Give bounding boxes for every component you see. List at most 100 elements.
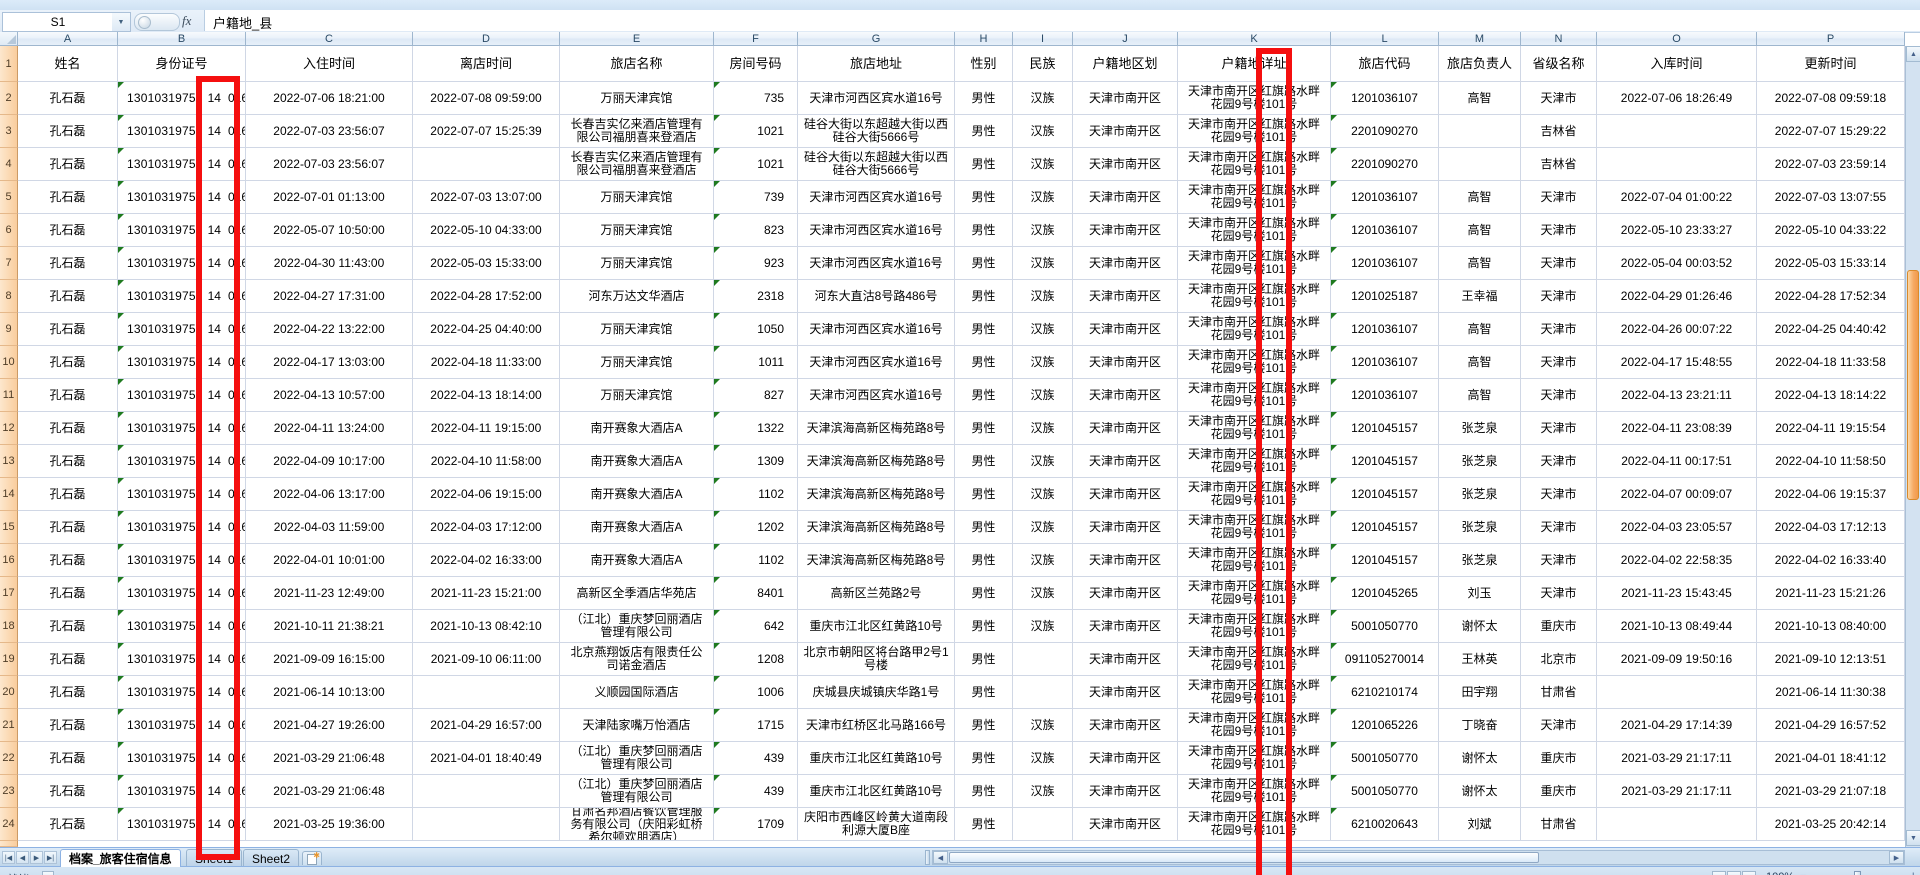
cell-A11[interactable]: 孔石磊 <box>18 379 118 412</box>
cell-H24[interactable]: 男性 <box>955 808 1013 841</box>
cell-N19[interactable]: 北京市 <box>1521 643 1597 676</box>
cell-K19[interactable]: 天津市南开区红旗路水畔花园9号楼101号 <box>1178 643 1331 676</box>
row-header-5[interactable]: 5 <box>0 181 18 214</box>
cell-G19[interactable]: 北京市朝阳区将台路甲2号1号楼 <box>798 643 955 676</box>
cell-D9[interactable]: 2022-04-25 04:40:00 <box>413 313 560 346</box>
cell-M11[interactable]: 高智 <box>1439 379 1521 412</box>
column-header-G[interactable]: G <box>798 32 955 46</box>
cell-M19[interactable]: 王林英 <box>1439 643 1521 676</box>
cell-B19[interactable]: 1301031975014016 <box>118 643 246 676</box>
cell-B18[interactable]: 1301031975014016 <box>118 610 246 643</box>
cell-O21[interactable]: 2021-04-29 17:14:39 <box>1597 709 1757 742</box>
cell-O22[interactable]: 2021-03-29 21:17:11 <box>1597 742 1757 775</box>
cell-F18[interactable]: 642 <box>714 610 798 643</box>
cell-N16[interactable]: 天津市 <box>1521 544 1597 577</box>
row-header-7[interactable]: 7 <box>0 247 18 280</box>
cell-F1[interactable]: 房间号码 <box>714 46 798 82</box>
cell-K9[interactable]: 天津市南开区红旗路水畔花园9号楼101号 <box>1178 313 1331 346</box>
cell-F15[interactable]: 1202 <box>714 511 798 544</box>
cell-E1[interactable]: 旅店名称 <box>560 46 714 82</box>
cell-O4[interactable] <box>1597 148 1757 181</box>
cell-P24[interactable]: 2021-03-25 20:42:14 <box>1757 808 1905 841</box>
cell-G22[interactable]: 重庆市江北区红黄路10号 <box>798 742 955 775</box>
cell-G24[interactable]: 庆阳市西峰区岭黄大道南段利源大厦B座 <box>798 808 955 841</box>
cell-I16[interactable]: 汉族 <box>1013 544 1073 577</box>
cell-E8[interactable]: 河东万达文华酒店 <box>560 280 714 313</box>
cell-G13[interactable]: 天津滨海高新区梅苑路8号 <box>798 445 955 478</box>
cell-E7[interactable]: 万丽天津宾馆 <box>560 247 714 280</box>
cell-B13[interactable]: 1301031975014016 <box>118 445 246 478</box>
cell-P3[interactable]: 2022-07-07 15:29:22 <box>1757 115 1905 148</box>
cell-D23[interactable] <box>413 775 560 808</box>
cell-P11[interactable]: 2022-04-13 18:14:22 <box>1757 379 1905 412</box>
cell-J8[interactable]: 天津市南开区 <box>1073 280 1178 313</box>
cell-L8[interactable]: 1201025187 <box>1331 280 1439 313</box>
cell-P18[interactable]: 2021-10-13 08:40:00 <box>1757 610 1905 643</box>
cell-N2[interactable]: 天津市 <box>1521 82 1597 115</box>
scroll-up-icon[interactable]: ▲ <box>1906 46 1920 62</box>
cell-P20[interactable]: 2021-06-14 11:30:38 <box>1757 676 1905 709</box>
cell-O7[interactable]: 2022-05-04 00:03:52 <box>1597 247 1757 280</box>
cell-I7[interactable]: 汉族 <box>1013 247 1073 280</box>
cell-J15[interactable]: 天津市南开区 <box>1073 511 1178 544</box>
cell-G2[interactable]: 天津市河西区宾水道16号 <box>798 82 955 115</box>
cell-K8[interactable]: 天津市南开区红旗路水畔花园9号楼101号 <box>1178 280 1331 313</box>
cell-O1[interactable]: 入库时间 <box>1597 46 1757 82</box>
cell-N10[interactable]: 天津市 <box>1521 346 1597 379</box>
column-header-O[interactable]: O <box>1597 32 1757 46</box>
cell-I18[interactable]: 汉族 <box>1013 610 1073 643</box>
cell-J1[interactable]: 户籍地区划 <box>1073 46 1178 82</box>
cell-E20[interactable]: 义顺园国际酒店 <box>560 676 714 709</box>
cell-O10[interactable]: 2022-04-17 15:48:55 <box>1597 346 1757 379</box>
cell-E6[interactable]: 万丽天津宾馆 <box>560 214 714 247</box>
cell-C16[interactable]: 2022-04-01 10:01:00 <box>246 544 413 577</box>
column-header-J[interactable]: J <box>1073 32 1178 46</box>
cell-A3[interactable]: 孔石磊 <box>18 115 118 148</box>
cell-G5[interactable]: 天津市河西区宾水道16号 <box>798 181 955 214</box>
cell-G6[interactable]: 天津市河西区宾水道16号 <box>798 214 955 247</box>
cell-M2[interactable]: 高智 <box>1439 82 1521 115</box>
cell-H2[interactable]: 男性 <box>955 82 1013 115</box>
cell-L19[interactable]: 091105270014 <box>1331 643 1439 676</box>
insert-worksheet-icon[interactable]: ✱ <box>302 851 322 865</box>
column-header-L[interactable]: L <box>1331 32 1439 46</box>
cell-F4[interactable]: 1021 <box>714 148 798 181</box>
cell-N1[interactable]: 省级名称 <box>1521 46 1597 82</box>
cell-E22[interactable]: （江北）重庆梦回丽酒店管理有限公司 <box>560 742 714 775</box>
cell-P9[interactable]: 2022-04-25 04:40:42 <box>1757 313 1905 346</box>
cell-M5[interactable]: 高智 <box>1439 181 1521 214</box>
cell-E23[interactable]: （江北）重庆梦回丽酒店管理有限公司 <box>560 775 714 808</box>
cell-C14[interactable]: 2022-04-06 13:17:00 <box>246 478 413 511</box>
cell-J2[interactable]: 天津市南开区 <box>1073 82 1178 115</box>
cell-H5[interactable]: 男性 <box>955 181 1013 214</box>
cell-B2[interactable]: 1301031975014016 <box>118 82 246 115</box>
cell-I13[interactable]: 汉族 <box>1013 445 1073 478</box>
cell-M8[interactable]: 王幸福 <box>1439 280 1521 313</box>
cell-C24[interactable]: 2021-03-25 19:36:00 <box>246 808 413 841</box>
cell-N12[interactable]: 天津市 <box>1521 412 1597 445</box>
cell-I15[interactable]: 汉族 <box>1013 511 1073 544</box>
cell-M17[interactable]: 刘玉 <box>1439 577 1521 610</box>
row-header-4[interactable]: 4 <box>0 148 18 181</box>
cell-I5[interactable]: 汉族 <box>1013 181 1073 214</box>
cell-G20[interactable]: 庆城县庆城镇庆华路1号 <box>798 676 955 709</box>
scroll-down-icon[interactable]: ▼ <box>1906 830 1920 846</box>
cell-B15[interactable]: 1301031975014016 <box>118 511 246 544</box>
cell-F13[interactable]: 1309 <box>714 445 798 478</box>
cell-G18[interactable]: 重庆市江北区红黄路10号 <box>798 610 955 643</box>
row-header-6[interactable]: 6 <box>0 214 18 247</box>
cell-D1[interactable]: 离店时间 <box>413 46 560 82</box>
cell-E4[interactable]: 长春吉实亿来酒店管理有限公司福朋喜来登酒店 <box>560 148 714 181</box>
cell-L18[interactable]: 5001050770 <box>1331 610 1439 643</box>
cell-J9[interactable]: 天津市南开区 <box>1073 313 1178 346</box>
cell-I10[interactable]: 汉族 <box>1013 346 1073 379</box>
cell-K6[interactable]: 天津市南开区红旗路水畔花园9号楼101号 <box>1178 214 1331 247</box>
cell-D7[interactable]: 2022-05-03 15:33:00 <box>413 247 560 280</box>
cell-D11[interactable]: 2022-04-13 18:14:00 <box>413 379 560 412</box>
cell-J10[interactable]: 天津市南开区 <box>1073 346 1178 379</box>
cell-G17[interactable]: 高新区兰苑路2号 <box>798 577 955 610</box>
last-sheet-icon[interactable]: ▶| <box>44 851 57 864</box>
cell-J20[interactable]: 天津市南开区 <box>1073 676 1178 709</box>
cell-E16[interactable]: 南开赛象大酒店A <box>560 544 714 577</box>
cell-D8[interactable]: 2022-04-28 17:52:00 <box>413 280 560 313</box>
